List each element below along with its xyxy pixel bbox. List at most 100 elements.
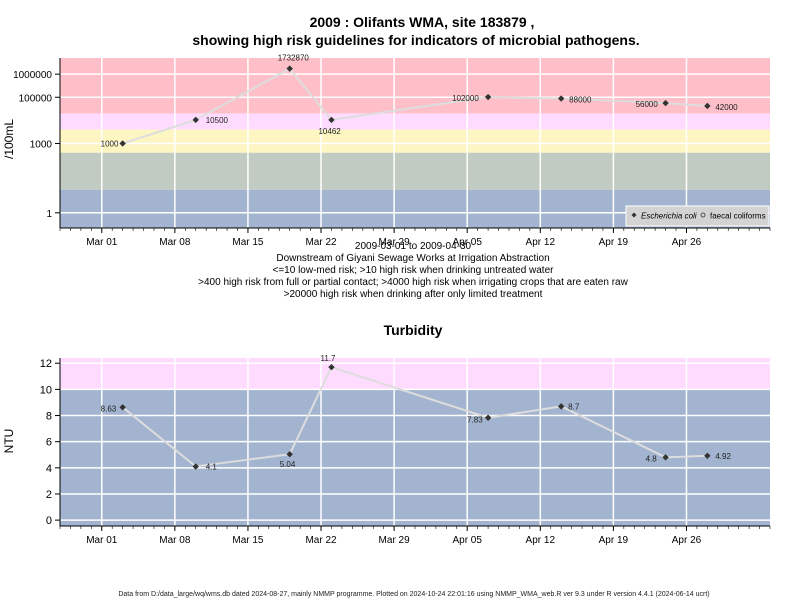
x-tick-label: Mar 29 [379, 237, 411, 248]
data-label: 11.7 [320, 354, 336, 363]
y-tick-label: 12 [40, 358, 52, 370]
data-point [119, 140, 126, 147]
data-point [484, 414, 492, 421]
data-point [286, 451, 293, 458]
data-point [328, 116, 335, 124]
x-tick-label: Mar 15 [232, 535, 264, 546]
risk-band-2 [60, 152, 770, 190]
y-tick-label: 1000 [30, 139, 53, 150]
series-line [122, 365, 708, 468]
data-point [192, 463, 199, 470]
turbidity-y-axis: 0 2 4 6 8 10 12 [40, 358, 61, 527]
microbial-x-axis: Mar 01 Mar 08 Mar 15 Mar 22 Mar 29 Apr 05 Apr … [59, 227, 771, 248]
data-point [662, 99, 669, 107]
data-label: 56000 [636, 100, 659, 109]
data-label: 1000 [101, 139, 119, 148]
chart1-title: 2009 : Olifants WMA, site 183879 , [310, 14, 535, 30]
data-point [192, 116, 199, 124]
y-tick-label: 100000 [19, 93, 53, 104]
data-label: 10500 [206, 116, 229, 125]
chart1-ylabel: /100mL [2, 119, 16, 159]
x-tick-label: Mar 01 [86, 237, 118, 248]
x-tick-label: Apr 26 [672, 237, 702, 248]
y-tick-label: 1000000 [13, 70, 52, 81]
caption-site-description: Downstream of Giyani Sewage Works at Irr… [276, 253, 549, 264]
chart1-subtitle: showing high risk guidelines for indicat… [192, 32, 639, 48]
data-point [662, 454, 669, 461]
x-tick-label: Apr 19 [599, 237, 629, 248]
data-point [704, 452, 711, 459]
y-tick-label: 0 [46, 515, 52, 527]
microbial-risk-bands [60, 58, 770, 228]
risk-band-5 [60, 58, 770, 114]
y-tick-label: 6 [46, 437, 52, 449]
data-label: 10462 [318, 127, 341, 136]
x-tick-label: Mar 29 [379, 535, 411, 546]
chart1-legend: Escherichia coli faecal coliforms [625, 205, 770, 227]
y-tick-label: 10 [40, 384, 52, 396]
caption-guideline-2: >400 high risk from full or partial cont… [198, 277, 628, 288]
data-label: 8.63 [101, 404, 117, 413]
turbidity-gridlines [60, 358, 770, 526]
data-label: 4.92 [715, 452, 731, 461]
legend-series-1: Escherichia coli [641, 212, 697, 221]
data-point [286, 65, 293, 72]
microbial-y-axis: 1 1000 100000 1000000 [13, 58, 61, 228]
turbidity-bands [60, 358, 770, 526]
microbial-data-labels: 1000 10500 1732870 10462 102000 88000 56000 420… [101, 54, 739, 149]
data-point [704, 102, 711, 110]
x-tick-label: Apr 05 [452, 237, 482, 248]
data-label: 8.7 [568, 402, 580, 411]
data-point [557, 95, 565, 102]
y-tick-label: 8 [46, 411, 52, 423]
y-tick-label: 1 [46, 209, 52, 220]
turbidity-plot-panel: 0 2 4 6 8 10 12 Mar 01 Mar 08 Mar 15 Mar 22 Mar 29… [40, 354, 771, 546]
x-tick-label: Mar 08 [159, 237, 191, 248]
caption-guideline-1: <=10 low-med risk; >10 high risk when dr… [273, 265, 555, 276]
x-tick-label: Apr 19 [599, 535, 629, 546]
x-tick-label: Mar 01 [86, 535, 118, 546]
data-label: 42000 [715, 103, 738, 112]
data-label: 1732870 [278, 54, 310, 63]
legend-series-2: faecal coliforms [710, 212, 766, 221]
turbidity-data-labels: 8.63 4.1 5.04 11.7 7.83 8.7 4.8 4.92 [101, 354, 732, 471]
x-tick-label: Apr 26 [672, 535, 702, 546]
turbidity-x-axis: Mar 01 Mar 08 Mar 15 Mar 22 Mar 29 Apr 05 Apr … [59, 525, 771, 546]
chart2-title: Turbidity [384, 322, 443, 338]
x-tick-label: Apr 05 [452, 535, 482, 546]
risk-band-3 [60, 129, 770, 153]
legend-diamond-marker [631, 212, 637, 218]
y-tick-label: 4 [46, 463, 52, 475]
data-label: 4.1 [206, 463, 218, 472]
data-point [484, 93, 492, 101]
chart2-ylabel: NTU [2, 429, 16, 454]
turbidity-series [119, 363, 711, 470]
data-label: 7.83 [467, 416, 483, 425]
data-label: 102000 [452, 94, 479, 103]
legend-box [625, 205, 770, 227]
footer-note: Data from D:/data_large/wq/wms.db dated … [118, 591, 709, 598]
microbial-series [119, 65, 711, 147]
series-line [122, 67, 708, 145]
data-point [328, 363, 335, 371]
data-point [557, 403, 565, 410]
risk-band-4 [60, 113, 770, 130]
caption-guideline-3: >20000 high risk when drinking after onl… [284, 289, 543, 300]
x-tick-label: Mar 15 [232, 237, 264, 248]
caption-date-range: 2009-03-01 to 2009-04-30 [355, 241, 472, 252]
risk-band-1 [60, 389, 770, 526]
x-tick-label: Mar 22 [305, 535, 337, 546]
data-label: 4.8 [646, 454, 658, 463]
data-label: 88000 [569, 96, 592, 105]
x-tick-label: Mar 08 [159, 535, 191, 546]
data-label: 5.04 [280, 460, 296, 469]
microbial-gridlines [60, 58, 770, 228]
data-point [119, 404, 126, 411]
x-tick-label: Apr 12 [526, 535, 556, 546]
x-tick-label: Apr 12 [526, 237, 556, 248]
x-tick-label: Mar 22 [305, 237, 337, 248]
legend-circle-marker [700, 212, 706, 218]
y-tick-label: 2 [46, 489, 52, 501]
